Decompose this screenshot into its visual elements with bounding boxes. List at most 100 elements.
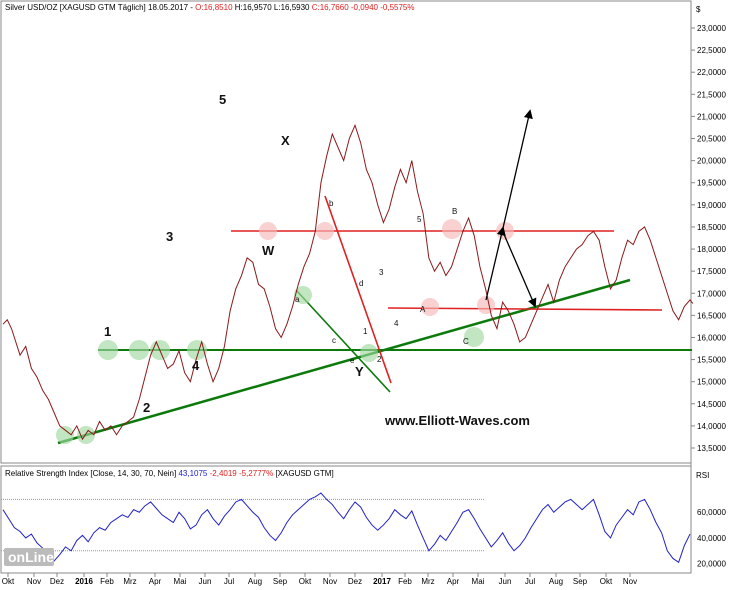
ohlc-close: C:16,7660 -0,0940 -0,5575% [312, 3, 415, 12]
x-tick-label: Nov [323, 577, 337, 586]
minor-label-sub-1: 1 [363, 327, 368, 336]
rsi-value: 43,1075 [178, 469, 207, 478]
rsi-y-tick-label: 40,0000 [697, 534, 726, 543]
chart-title: Silver USD/OZ [XAGUSD GTM Täglich] 18.05… [5, 3, 193, 12]
rsi-change: -2,4019 -5,2777% [210, 469, 274, 478]
x-tick-label: Feb [100, 577, 114, 586]
price-y-tick-label: 22,5000 [697, 46, 726, 55]
currency-symbol: $ [696, 5, 701, 14]
price-y-tick-label: 17,5000 [697, 267, 726, 276]
minor-label-sub-4: 4 [394, 319, 399, 328]
green-marker [77, 426, 95, 444]
x-tick-label: Jun [199, 577, 212, 586]
rsi-series-line [2, 492, 691, 564]
x-tick-label: 2016 [75, 577, 93, 586]
x-tick-label: Jul [525, 577, 535, 586]
rsi-y-tick-label: 20,0000 [697, 560, 726, 569]
price-y-tick-label: 21,5000 [697, 90, 726, 99]
wedge-upper-line [324, 195, 392, 384]
x-tick-label: Mrz [421, 577, 434, 586]
minor-label-sub-3: 3 [379, 268, 384, 277]
price-y-tick-label: 19,5000 [697, 179, 726, 188]
price-y-tick-label: 15,0000 [697, 378, 726, 387]
x-tick-label: Sep [273, 577, 288, 586]
wedge-lower-line [295, 289, 391, 393]
price-y-tick-label: 20,5000 [697, 135, 726, 144]
x-tick-label: Sep [573, 577, 588, 586]
logo-text: onLine [8, 549, 54, 565]
x-tick-label: Aug [549, 577, 563, 586]
logo-background [4, 548, 54, 566]
rsi-ticker: [XAGUSD GTM] [275, 469, 333, 478]
green-marker [98, 340, 118, 360]
wave-label-4: 4 [192, 358, 200, 373]
minor-label-d: d [359, 279, 363, 288]
projection-arrow-up-2 [502, 109, 533, 229]
green-marker [187, 340, 207, 360]
wave-label-y: Y [355, 364, 364, 379]
x-tick-label: Okt [600, 577, 613, 586]
minor-label-c: c [332, 336, 336, 345]
red-marker [316, 222, 334, 240]
x-tick-label: Feb [398, 577, 412, 586]
price-y-tick-label: 18,0000 [697, 245, 726, 254]
price-y-tick-label: 14,5000 [697, 400, 726, 409]
price-y-tick-label: 18,5000 [697, 223, 726, 232]
x-tick-label: Okt [2, 577, 15, 586]
green-marker [56, 426, 74, 444]
price-y-tick-label: 17,0000 [697, 289, 726, 298]
minor-label-sub-2: 2 [377, 355, 382, 364]
online-logo: onLine [4, 548, 54, 566]
price-series-line [2, 123, 694, 441]
red-marker [421, 298, 439, 316]
watermark-text: www.Elliott-Waves.com [384, 413, 530, 428]
price-y-tick-label: 22,0000 [697, 68, 726, 77]
price-y-tick-label: 15,5000 [697, 356, 726, 365]
price-gridlines [691, 27, 695, 449]
minor-label-c-cap: C [463, 337, 469, 346]
minor-label-e: e [350, 356, 355, 365]
price-y-tick-label: 14,0000 [697, 422, 726, 431]
wave-label-1: 1 [104, 324, 111, 339]
wave-label-x: X [281, 133, 290, 148]
x-tick-label: Mai [174, 577, 187, 586]
x-tick-label: Nov [27, 577, 41, 586]
rsi-title: Relative Strength Index [Close, 14, 30, … [5, 469, 176, 478]
x-tick-label: Jun [499, 577, 512, 586]
price-y-tick-label: 16,0000 [697, 333, 726, 342]
price-y-tick-label: 16,5000 [697, 311, 726, 320]
x-tick-label: Mai [472, 577, 485, 586]
price-y-tick-label: 20,0000 [697, 157, 726, 166]
price-y-tick-label: 19,0000 [697, 201, 726, 210]
minor-label-sub-5: 5 [417, 215, 422, 224]
red-marker [442, 219, 462, 239]
red-marker [259, 222, 277, 240]
wave-label-2: 2 [143, 400, 150, 415]
projection-arrow-up-1 [485, 226, 506, 301]
minor-label-a-cap: A [420, 305, 426, 314]
rsi-axis-title: RSI [696, 471, 709, 480]
x-tick-label: Aug [248, 577, 262, 586]
wave-label-3: 3 [166, 229, 173, 244]
minor-label-a: a [295, 295, 300, 304]
rising-trendline [57, 278, 631, 445]
green-marker [360, 344, 378, 362]
x-tick-label: 2017 [373, 577, 391, 586]
minor-label-b: b [329, 199, 334, 208]
green-marker [294, 286, 312, 304]
x-tick-label: Dez [348, 577, 362, 586]
wave-label-w: W [262, 243, 275, 258]
minor-label-b-cap: B [452, 207, 457, 216]
x-tick-label: Nov [623, 577, 637, 586]
green-marker [464, 327, 484, 347]
x-tick-label: Mrz [123, 577, 136, 586]
x-tick-label: Apr [447, 577, 460, 586]
rsi-y-tick-label: 60,0000 [697, 508, 726, 517]
rsi-panel-frame [0, 465, 692, 574]
price-y-tick-label: 21,0000 [697, 112, 726, 121]
x-tick-labels: Okt Nov Dez 2016 Feb Mrz Apr Mai Jun Jul Aug Sep Okt… [2, 573, 637, 586]
rsi-title-text: Relative Strength Index [Close, 14, 30, … [5, 469, 334, 478]
chart-title-text: Silver USD/OZ [XAGUSD GTM Täglich] 18.05… [5, 3, 414, 12]
x-tick-label: Apr [149, 577, 162, 586]
